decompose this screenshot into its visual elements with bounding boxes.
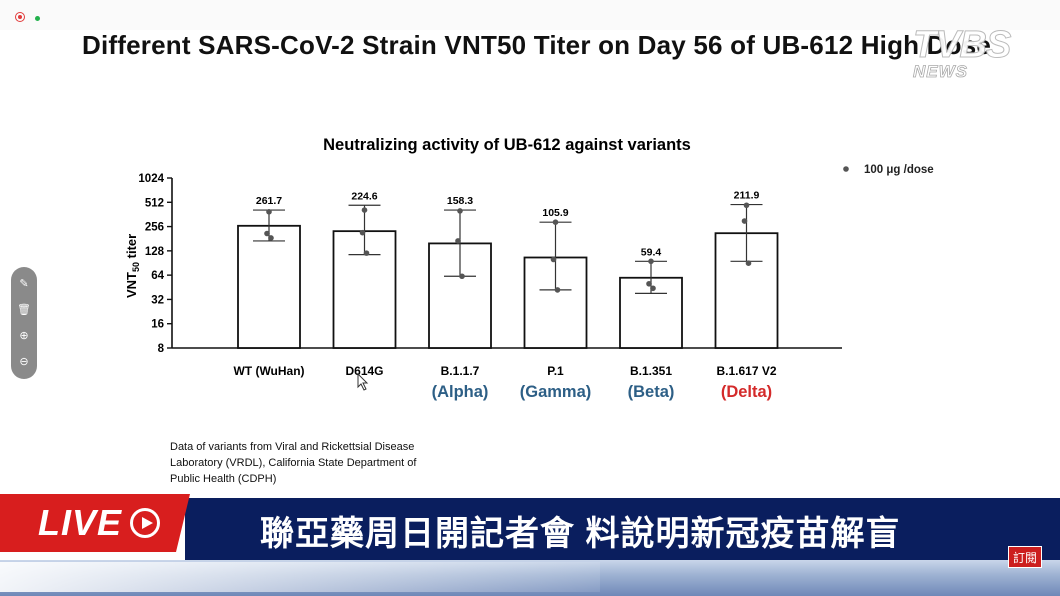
subscribe-button[interactable]: 訂閱: [1008, 546, 1042, 568]
variant-name-label: (Delta): [721, 383, 772, 401]
annotation-toolbar: ✎ 🗑 ⊕ ⊖: [11, 267, 37, 379]
y-tick-label: 256: [145, 222, 164, 234]
y-tick-label: 128: [145, 246, 165, 258]
legend-label: 100 μg /dose: [864, 164, 934, 176]
y-tick-label: 1024: [138, 173, 164, 185]
value-label: 261.7: [256, 195, 282, 207]
trash-icon[interactable]: 🗑: [17, 304, 31, 316]
variant-name-label: (Gamma): [520, 383, 592, 401]
data-point: [266, 209, 272, 215]
bar: [332, 230, 397, 349]
data-point: [459, 273, 465, 280]
bar-series: [237, 202, 779, 349]
data-point: [648, 258, 654, 265]
data-point: [455, 238, 461, 244]
watermark-sub: NEWS: [913, 62, 968, 82]
chart-svg: Neutralizing activity of UB-612 against …: [124, 136, 934, 401]
data-point: [650, 285, 656, 292]
y-axis-label: VNT50 titer: [124, 234, 141, 298]
data-source-footnote: Data of variants from Viral and Ricketts…: [170, 439, 430, 487]
data-point: [741, 218, 748, 224]
data-point: [554, 287, 561, 293]
variant-name-label: (Alpha): [432, 383, 489, 401]
x-axis: WT (WuHan) D614G B.1.1.7 (Alpha) P.1 (Gamma) B…: [172, 347, 842, 401]
headline-bar: [185, 498, 1060, 560]
data-point: [264, 230, 270, 237]
data-point: [745, 260, 752, 266]
value-label: 224.6: [351, 190, 377, 202]
data-point: [743, 202, 750, 209]
value-label: 59.4: [641, 246, 662, 258]
data-point: [361, 207, 368, 213]
x-category-label: WT (WuHan): [233, 364, 304, 378]
footnote-line: Public Health (CDPH): [170, 473, 277, 485]
legend-marker: [843, 166, 849, 172]
viewer-top-bar: [0, 0, 1060, 30]
data-point: [268, 235, 274, 241]
data-point: [363, 250, 370, 256]
y-tick-label: 32: [151, 294, 164, 306]
news-headline: 聯亞藥周日開記者會 料說明新冠疫苗解盲: [260, 515, 901, 553]
lower-strip-glow: [0, 562, 600, 592]
data-point: [359, 229, 366, 236]
footnote-line: Data of variants from Viral and Ricketts…: [170, 441, 415, 453]
y-tick-label: 16: [151, 319, 164, 331]
live-label: LIVE: [38, 502, 123, 543]
status-dot-icon: [35, 16, 40, 21]
slide-title: Different SARS-CoV-2 Strain VNT50 Titer …: [82, 30, 992, 60]
y-tick-label: 64: [151, 270, 164, 282]
bar: [428, 242, 492, 349]
data-point: [550, 256, 557, 263]
mouse-cursor-icon: [357, 373, 369, 391]
tvbs-news-watermark: TVBS NEWS: [905, 10, 1055, 90]
variant-name-label: (Beta): [628, 383, 675, 401]
x-category-label: B.1.351: [630, 364, 672, 378]
pen-icon[interactable]: ✎: [19, 278, 29, 290]
record-indicator-icon[interactable]: [15, 12, 25, 22]
data-point: [552, 219, 559, 226]
value-label: 158.3: [447, 195, 473, 207]
value-labels: 261.7 224.6 158.3 105.9 59.4 211.9: [256, 190, 760, 259]
y-tick-label: 8: [158, 343, 165, 355]
data-point: [646, 280, 652, 287]
chart-title: Neutralizing activity of UB-612 against …: [323, 136, 691, 154]
play-icon[interactable]: [130, 508, 160, 538]
zoom-in-icon[interactable]: ⊕: [19, 330, 29, 342]
y-axis: 1024 512 256 128 64 32 16 8: [138, 173, 173, 355]
x-category-label: B.1.617 V2: [716, 364, 776, 378]
x-category-label: D614G: [345, 364, 383, 378]
watermark-brand: TVBS: [912, 24, 1011, 67]
value-label: 211.9: [734, 190, 760, 202]
x-category-label: B.1.1.7: [441, 364, 480, 378]
data-point: [457, 208, 463, 214]
x-category-label: P.1: [547, 364, 564, 378]
bar: [237, 224, 301, 349]
footnote-line: Laboratory (VRDL), California State Depa…: [170, 457, 417, 469]
zoom-out-icon[interactable]: ⊖: [19, 356, 29, 368]
y-tick-label: 512: [145, 197, 164, 209]
value-label: 105.9: [542, 207, 568, 219]
